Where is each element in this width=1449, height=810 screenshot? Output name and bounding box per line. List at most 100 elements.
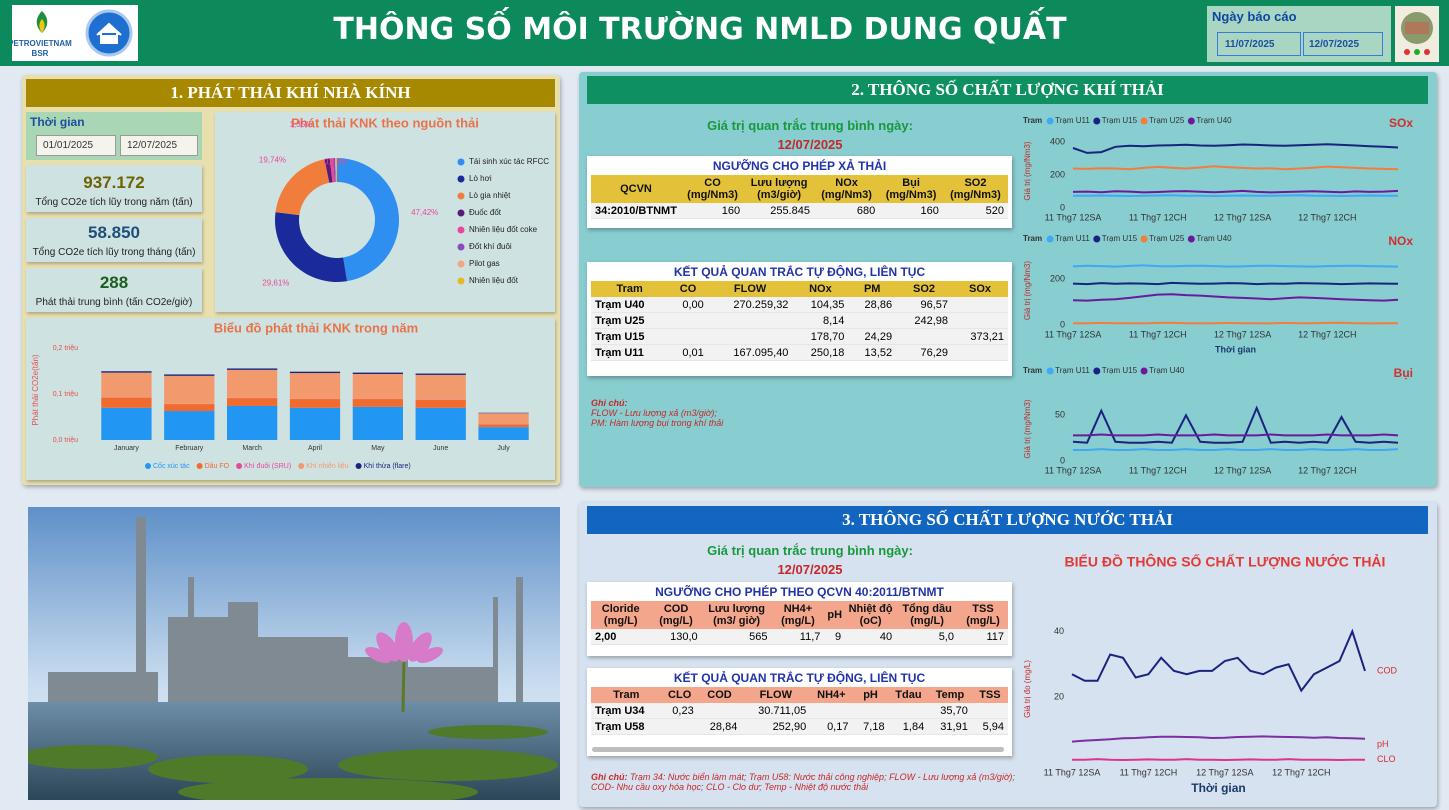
data-line bbox=[1072, 293, 1399, 302]
bar-segment bbox=[101, 372, 152, 398]
table-title: KẾT QUẢ QUAN TRẮC TỰ ĐỘNG, LIÊN TỤC bbox=[673, 265, 926, 279]
column-header: COD (mg/L) bbox=[650, 601, 702, 629]
bar-segment bbox=[101, 407, 152, 440]
legend-label: Trạm U40 bbox=[1196, 116, 1232, 125]
table-cell: 31,91 bbox=[928, 718, 972, 735]
legend-label: Khí đuôi (SRU) bbox=[244, 463, 291, 470]
date-input[interactable]: 01/01/2025 bbox=[36, 135, 116, 156]
x-tick-label: 12 Thg7 12CH bbox=[1298, 465, 1356, 475]
kpi-label: Tổng CO2e tích lũy trong năm (tấn) bbox=[35, 197, 193, 208]
legend-label: Nhiên liệu đốt coke bbox=[469, 225, 538, 234]
bar-card: Biểu đồ phát thải KNK trong năm Phát thải… bbox=[26, 318, 555, 480]
table-cell: 5,0 bbox=[896, 629, 958, 645]
legend-marker bbox=[457, 192, 465, 200]
table-cell bbox=[848, 312, 897, 329]
column-header: NOx (mg/Nm3) bbox=[813, 175, 880, 203]
bar-segment bbox=[478, 424, 529, 428]
column-header: NOx bbox=[792, 281, 849, 297]
legend-title: Tram bbox=[1023, 366, 1042, 375]
column-header: Tdau bbox=[888, 687, 929, 703]
bar-segment bbox=[289, 399, 341, 408]
donut-slice bbox=[275, 212, 348, 282]
donut-slice bbox=[329, 158, 335, 183]
legend-label: Trạm U40 bbox=[1196, 234, 1232, 243]
y-tick-label: 0,1 triệu bbox=[53, 391, 78, 398]
legend-marker bbox=[457, 277, 465, 285]
data-line bbox=[1073, 448, 1399, 451]
date-input[interactable]: 12/07/2025 bbox=[120, 135, 198, 156]
section-title: 3. THÔNG SỐ CHẤT LƯỢNG NƯỚC THẢI bbox=[587, 506, 1428, 534]
table-cell: 1,84 bbox=[888, 718, 929, 735]
data-line bbox=[1072, 194, 1399, 198]
legend-label: Đốt khí đuôi bbox=[469, 242, 512, 251]
legend-marker bbox=[1187, 235, 1195, 243]
y-tick-label: 0 bbox=[1060, 455, 1065, 465]
legend-label: Dầu FO bbox=[205, 461, 230, 470]
y-axis-label: Giá trị đo (mg/L) bbox=[1023, 660, 1032, 718]
bar-segment bbox=[415, 373, 466, 375]
donut-slice bbox=[337, 158, 399, 282]
header-row: Tram CLO COD FLOW NH4+ pH Tdau Temp TSS bbox=[591, 687, 1008, 703]
y-tick-label: 20 bbox=[1054, 692, 1064, 702]
table-cell: 0,17 bbox=[810, 718, 853, 735]
column-header: PM bbox=[848, 281, 897, 297]
table-cell: 117 bbox=[957, 629, 1008, 645]
note: FLOW - Lưu lượng xả (m3/giờ); bbox=[591, 408, 717, 418]
legend-marker bbox=[1093, 367, 1101, 375]
table-cell bbox=[896, 328, 953, 345]
avg-date: 12/07/2025 bbox=[777, 562, 843, 577]
column-header: Lưu lượng (m3/ giờ) bbox=[701, 601, 772, 629]
y-tick-label: 0,0 triệu bbox=[53, 437, 78, 444]
legend-marker bbox=[1140, 235, 1148, 243]
bar-chart: Biểu đồ phát thải KNK trong năm Phát thải… bbox=[31, 320, 529, 470]
legend-label: Trạm U15 bbox=[1102, 116, 1138, 125]
chart-title: Phát thải KNK theo nguồn thải bbox=[291, 115, 479, 130]
data-line bbox=[1072, 189, 1399, 194]
kpi-card: 288 Phát thải trung bình (tấn CO2e/giờ) bbox=[26, 268, 202, 312]
bar-segment bbox=[478, 427, 529, 440]
donut-slice bbox=[336, 158, 337, 183]
table-box: KẾT QUẢ QUAN TRẮC TỰ ĐỘNG, LIÊN TỤC Tram C… bbox=[587, 668, 1012, 756]
legend-label: Trạm U11 bbox=[1055, 366, 1090, 375]
table-cell: 130,0 bbox=[650, 629, 702, 645]
column-header: TSS bbox=[971, 687, 1008, 703]
table-cell: 28,84 bbox=[697, 718, 742, 735]
table-cell: 30.711,05 bbox=[741, 703, 811, 719]
x-tick-label: 11 Thg7 12CH bbox=[1120, 767, 1178, 777]
x-tick-label: May bbox=[371, 445, 385, 452]
kpi-label: Tổng CO2e tích lũy trong tháng (tấn) bbox=[32, 247, 196, 258]
date-input[interactable]: 12/07/2025 bbox=[1303, 32, 1383, 56]
column-header: COD bbox=[697, 687, 742, 703]
y-tick-label: 200 bbox=[1050, 273, 1065, 283]
y-tick-label: 40 bbox=[1054, 626, 1064, 636]
bar-segment bbox=[352, 373, 403, 399]
legend-label: Khí nhiên liệu bbox=[306, 463, 349, 470]
legend-marker bbox=[1046, 367, 1054, 375]
table-cell: 8,14 bbox=[792, 312, 849, 329]
y-tick-label: 0 bbox=[1060, 319, 1065, 329]
table-cell: 5,94 bbox=[971, 718, 1008, 735]
logo-box: PETROVIETNAM BSR bbox=[8, 5, 138, 61]
scrollbar[interactable] bbox=[592, 747, 1004, 752]
notes: Ghi chú: FLOW - Lưu lượng xả (m3/giờ); P… bbox=[591, 398, 991, 428]
table-cell: 565 bbox=[701, 629, 772, 645]
table-cell: 167.095,40 bbox=[707, 344, 793, 361]
table-row: Trạm U34 0,23 30.711,05 35,70 bbox=[591, 703, 1008, 719]
table-cell bbox=[888, 703, 929, 719]
date-input[interactable]: 11/07/2025 bbox=[1217, 32, 1301, 56]
x-tick-label: 11 Thg7 12SA bbox=[1045, 212, 1102, 222]
period-label: Thời gian bbox=[30, 115, 85, 129]
column-header: CLO bbox=[661, 687, 698, 703]
table-cell: Trạm U11 bbox=[591, 344, 669, 361]
table-cell: 35,70 bbox=[928, 703, 972, 719]
table-cell: 270.259,32 bbox=[707, 297, 793, 313]
logo-text: PETROVIETNAM bbox=[12, 39, 72, 48]
table-cell: Trạm U40 bbox=[591, 297, 669, 313]
line-chart: 0 50 11 Thg7 12SA 11 Thg7 12CH 12 Thg7 12SA 1… bbox=[1023, 366, 1413, 475]
column-header: Tram bbox=[591, 281, 669, 297]
kpi-value: 937.172 bbox=[83, 173, 145, 192]
notes-label: Ghi chú: bbox=[591, 398, 628, 408]
legend-marker bbox=[1046, 235, 1054, 243]
column-header: NH4+ (mg/L) bbox=[771, 601, 825, 629]
donut-card: Phát thải KNK theo nguồn thải 47,42% 29,61… bbox=[215, 112, 555, 312]
